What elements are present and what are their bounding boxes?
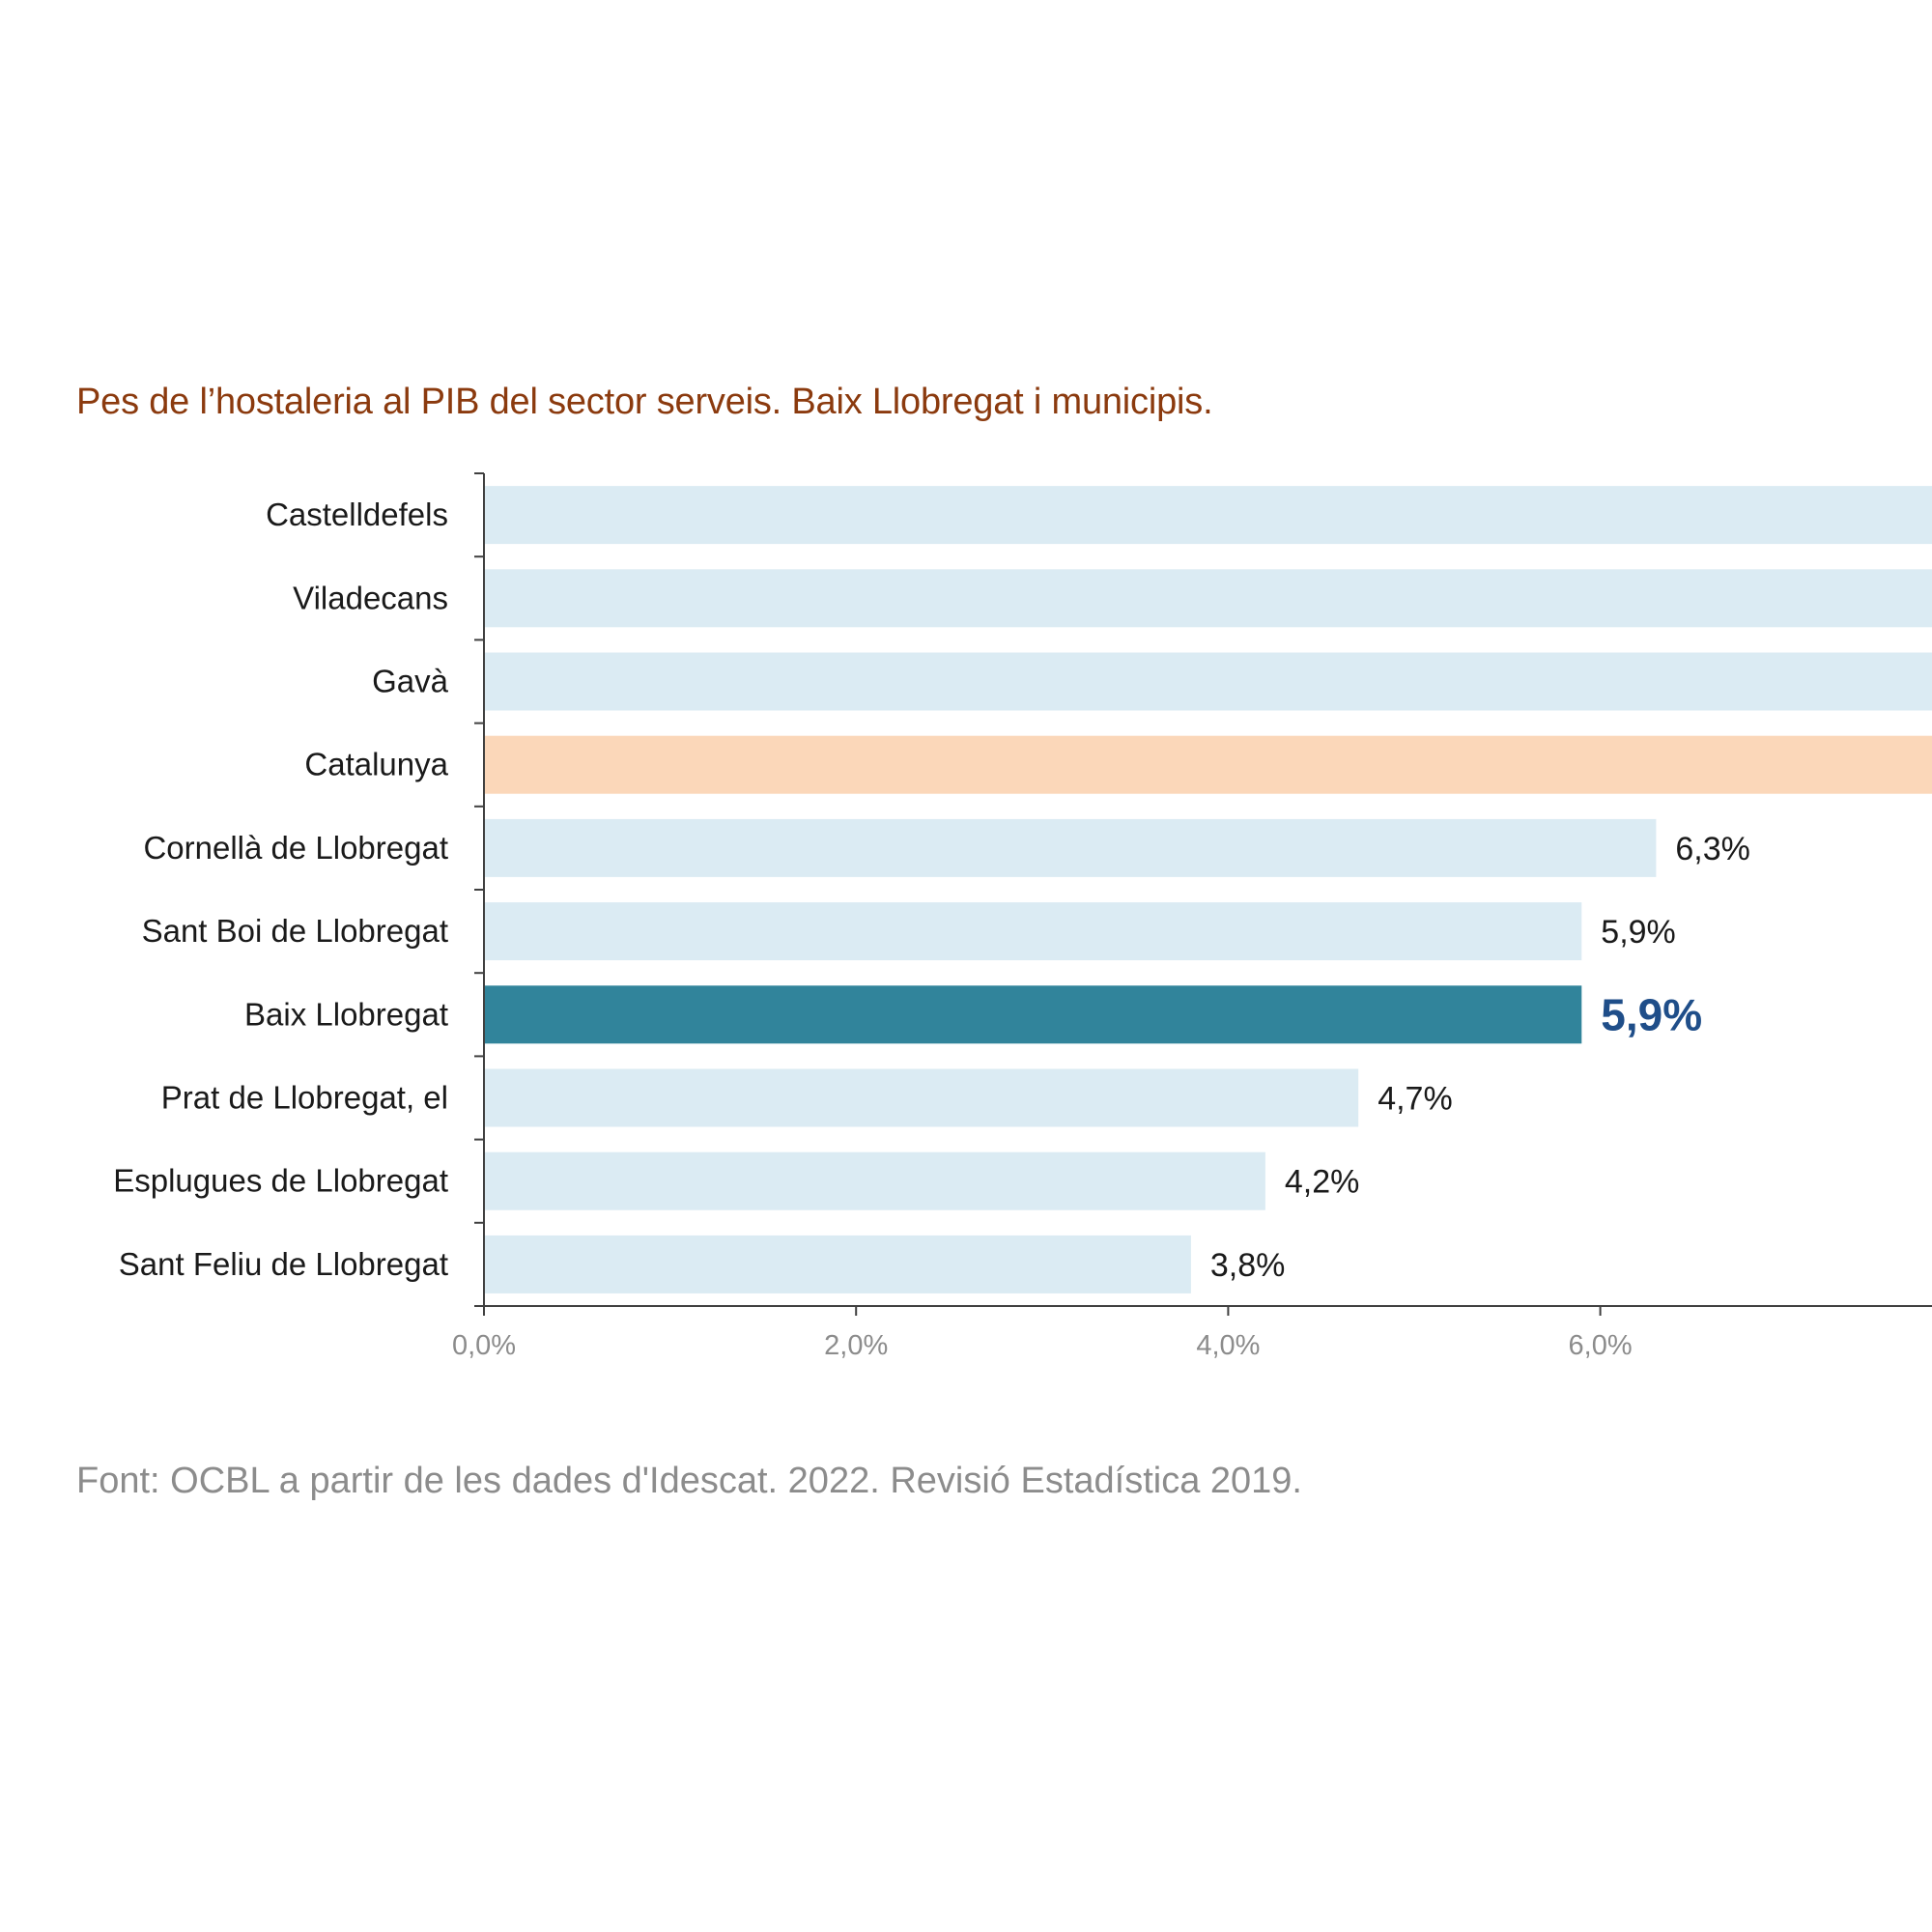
category-label-sant-feliu-de-llobregat: Sant Feliu de Llobregat <box>119 1246 448 1282</box>
category-label-castelldefels: Castelldefels <box>266 497 448 532</box>
bar-sant-boi-de-llobregat <box>484 902 1582 961</box>
bar-viladecans <box>484 569 1932 628</box>
bars-layer <box>484 486 1932 1293</box>
chart-title: Pes de l’hostaleria al PIB del sector se… <box>76 382 1213 422</box>
bar-cornella-de-llobregat <box>484 818 1657 877</box>
labels-layer: Castelldefels13,4%Viladecans10,3%Gavà8,2… <box>113 497 1750 1361</box>
value-label-sant-boi-de-llobregat: 5,9% <box>1601 914 1676 951</box>
bar-baix-llobregat <box>484 985 1582 1044</box>
bar-gava <box>484 652 1932 711</box>
x-tick-label: 6,0% <box>1569 1330 1633 1361</box>
x-tick-label: 2,0% <box>824 1330 888 1361</box>
category-label-prat-de-llobregat-el: Prat de Llobregat, el <box>161 1080 448 1116</box>
value-label-sant-feliu-de-llobregat: 3,8% <box>1210 1247 1286 1284</box>
category-label-sant-boi-de-llobregat: Sant Boi de Llobregat <box>142 913 448 949</box>
value-label-prat-de-llobregat-el: 4,7% <box>1378 1081 1453 1118</box>
category-label-baix-llobregat: Baix Llobregat <box>244 996 448 1032</box>
value-label-baix-llobregat: 5,9% <box>1601 989 1702 1039</box>
bar-prat-de-llobregat-el <box>484 1068 1359 1127</box>
axis-layer <box>474 472 1932 1316</box>
bar-chart: Castelldefels13,4%Viladecans10,3%Gavà8,2… <box>113 472 1932 1361</box>
value-label-cornella-de-llobregat: 6,3% <box>1675 831 1750 867</box>
x-tick-label: 0,0% <box>452 1330 516 1361</box>
value-label-esplugues-de-llobregat: 4,2% <box>1285 1164 1360 1201</box>
category-label-esplugues-de-llobregat: Esplugues de Llobregat <box>113 1163 448 1199</box>
source-note: Font: OCBL a partir de les dades d'Idesc… <box>76 1461 1302 1501</box>
category-label-cornella-de-llobregat: Cornellà de Llobregat <box>143 830 448 866</box>
bar-catalunya <box>484 735 1932 794</box>
bar-esplugues-de-llobregat <box>484 1151 1265 1210</box>
bar-castelldefels <box>484 486 1932 545</box>
category-label-gava: Gavà <box>372 664 449 699</box>
category-label-viladecans: Viladecans <box>293 580 448 615</box>
category-label-catalunya: Catalunya <box>304 747 448 782</box>
x-tick-label: 4,0% <box>1196 1330 1260 1361</box>
bar-sant-feliu-de-llobregat <box>484 1235 1191 1293</box>
